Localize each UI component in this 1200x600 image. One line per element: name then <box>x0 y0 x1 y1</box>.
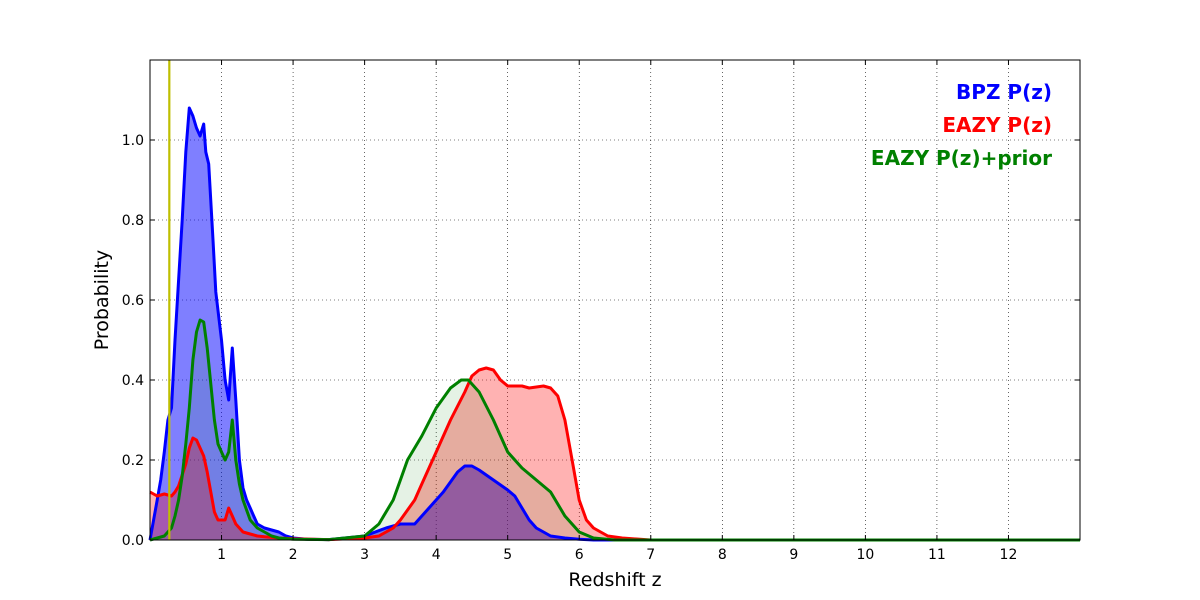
y-tick-label: 0.0 <box>122 533 144 549</box>
x-tick-label: 12 <box>1000 547 1018 563</box>
tick-labels: 1 2 3 4 5 6 7 8 9 10 11 120.00.20.40.60.81.0 <box>122 133 1018 563</box>
legend-entry: EAZY P(z)+prior <box>871 146 1052 170</box>
y-tick-label: 0.8 <box>122 213 144 229</box>
x-axis-title: Redshift z <box>568 569 661 591</box>
x-tick-label: 3 <box>360 547 369 563</box>
series-line-2 <box>149 318 1080 542</box>
x-tick-label: 11 <box>928 547 946 563</box>
y-axis-title: Probability <box>91 250 113 350</box>
y-tick-label: 0.2 <box>122 453 144 469</box>
series-fill-2 <box>150 320 1080 540</box>
series-lines <box>148 106 1080 542</box>
legend-entry: BPZ P(z) <box>956 80 1052 104</box>
x-tick-label: 6 <box>575 547 584 563</box>
x-tick-label: 1 <box>217 547 226 563</box>
y-tick-label: 0.6 <box>122 293 144 309</box>
legend: BPZ P(z) EAZY P(z) EAZY P(z)+prior <box>871 80 1052 170</box>
x-tick-label: 8 <box>718 547 727 563</box>
x-tick-label: 2 <box>289 547 298 563</box>
series-line-0 <box>148 106 1080 542</box>
x-tick-label: 7 <box>646 547 655 563</box>
x-tick-label: 5 <box>503 547 512 563</box>
x-tick-label: 4 <box>432 547 441 563</box>
x-tick-label: 9 <box>789 547 798 563</box>
x-tick-label: 10 <box>856 547 874 563</box>
y-tick-label: 1.0 <box>122 133 144 149</box>
legend-entry: EAZY P(z) <box>942 113 1052 137</box>
axis-ticks <box>150 60 1080 541</box>
y-tick-label: 0.4 <box>122 373 144 389</box>
grid <box>150 60 1080 541</box>
